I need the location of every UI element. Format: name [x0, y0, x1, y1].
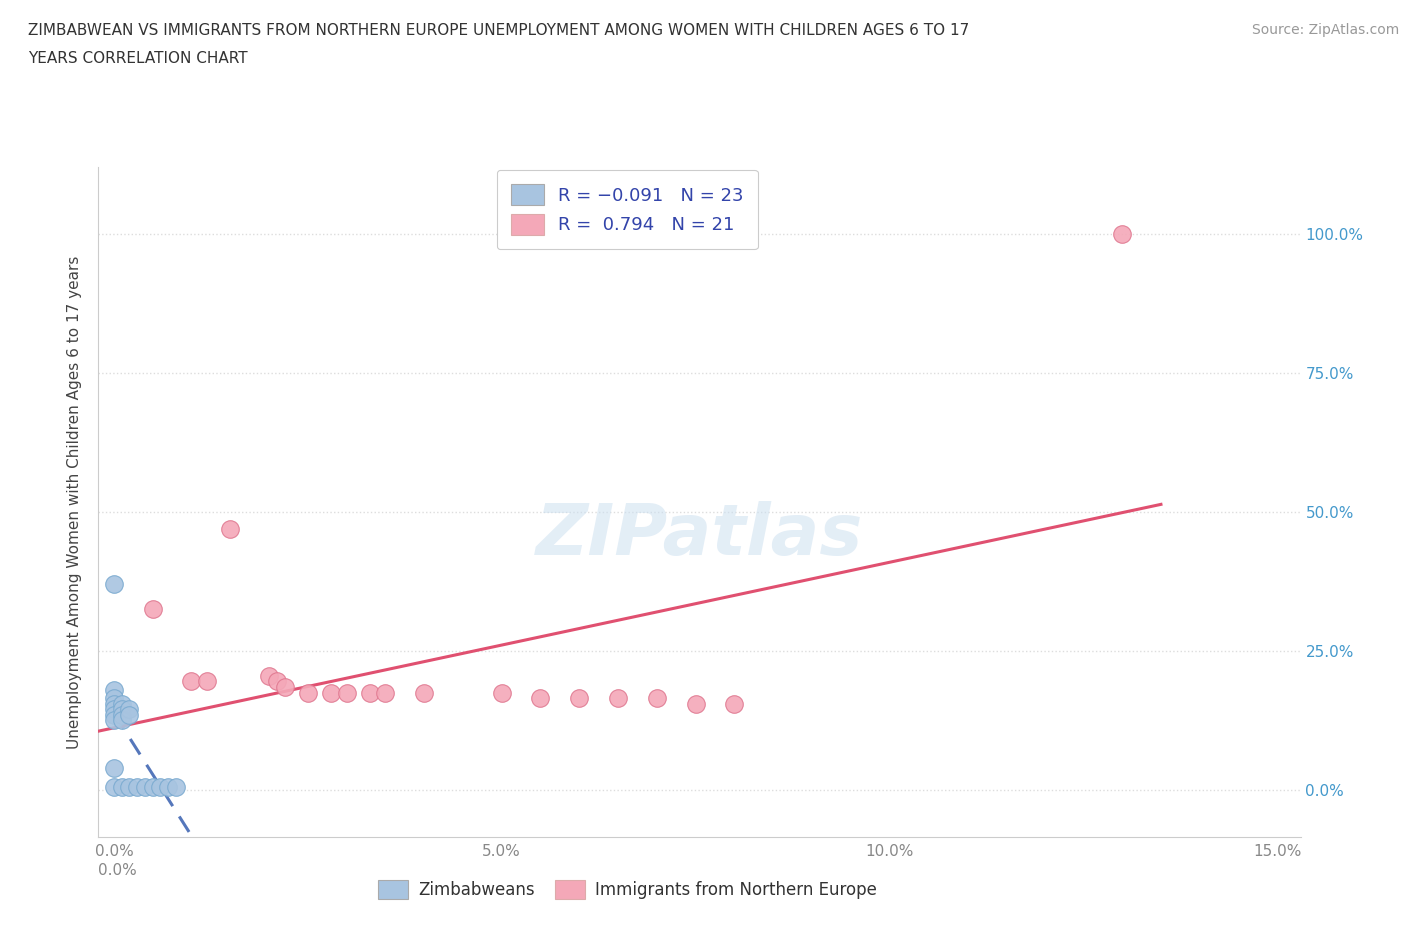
Point	[645, 691, 668, 706]
Point	[413, 685, 436, 700]
Point	[273, 680, 295, 695]
Point	[180, 674, 202, 689]
Point	[103, 702, 125, 717]
Point	[219, 521, 242, 536]
Point	[103, 691, 125, 706]
Point	[118, 708, 141, 723]
Point	[111, 779, 134, 794]
Point	[134, 779, 156, 794]
Point	[103, 713, 125, 728]
Point	[491, 685, 513, 700]
Point	[257, 669, 280, 684]
Point	[685, 697, 707, 711]
Point	[157, 779, 180, 794]
Point	[336, 685, 359, 700]
Point	[607, 691, 630, 706]
Point	[1111, 227, 1133, 242]
Text: ZIMBABWEAN VS IMMIGRANTS FROM NORTHERN EUROPE UNEMPLOYMENT AMONG WOMEN WITH CHIL: ZIMBABWEAN VS IMMIGRANTS FROM NORTHERN E…	[28, 23, 969, 38]
Text: ZIPatlas: ZIPatlas	[536, 501, 863, 570]
Legend: Zimbabweans, Immigrants from Northern Europe: Zimbabweans, Immigrants from Northern Eu…	[371, 873, 883, 906]
Point	[142, 602, 165, 617]
Point	[319, 685, 342, 700]
Text: 0.0%: 0.0%	[98, 863, 138, 878]
Point	[111, 713, 134, 728]
Point	[103, 779, 125, 794]
Y-axis label: Unemployment Among Women with Children Ages 6 to 17 years: Unemployment Among Women with Children A…	[67, 256, 83, 749]
Point	[118, 702, 141, 717]
Text: YEARS CORRELATION CHART: YEARS CORRELATION CHART	[28, 51, 247, 66]
Point	[165, 779, 187, 794]
Point	[374, 685, 396, 700]
Point	[195, 674, 218, 689]
Point	[529, 691, 551, 706]
Point	[103, 760, 125, 775]
Point	[111, 708, 134, 723]
Point	[359, 685, 381, 700]
Point	[266, 674, 288, 689]
Point	[103, 577, 125, 591]
Point	[568, 691, 591, 706]
Point	[127, 779, 149, 794]
Point	[111, 697, 134, 711]
Point	[297, 685, 319, 700]
Point	[103, 697, 125, 711]
Text: Source: ZipAtlas.com: Source: ZipAtlas.com	[1251, 23, 1399, 37]
Point	[103, 683, 125, 698]
Point	[111, 702, 134, 717]
Point	[723, 697, 745, 711]
Point	[149, 779, 172, 794]
Point	[118, 779, 141, 794]
Point	[142, 779, 165, 794]
Point	[103, 708, 125, 723]
